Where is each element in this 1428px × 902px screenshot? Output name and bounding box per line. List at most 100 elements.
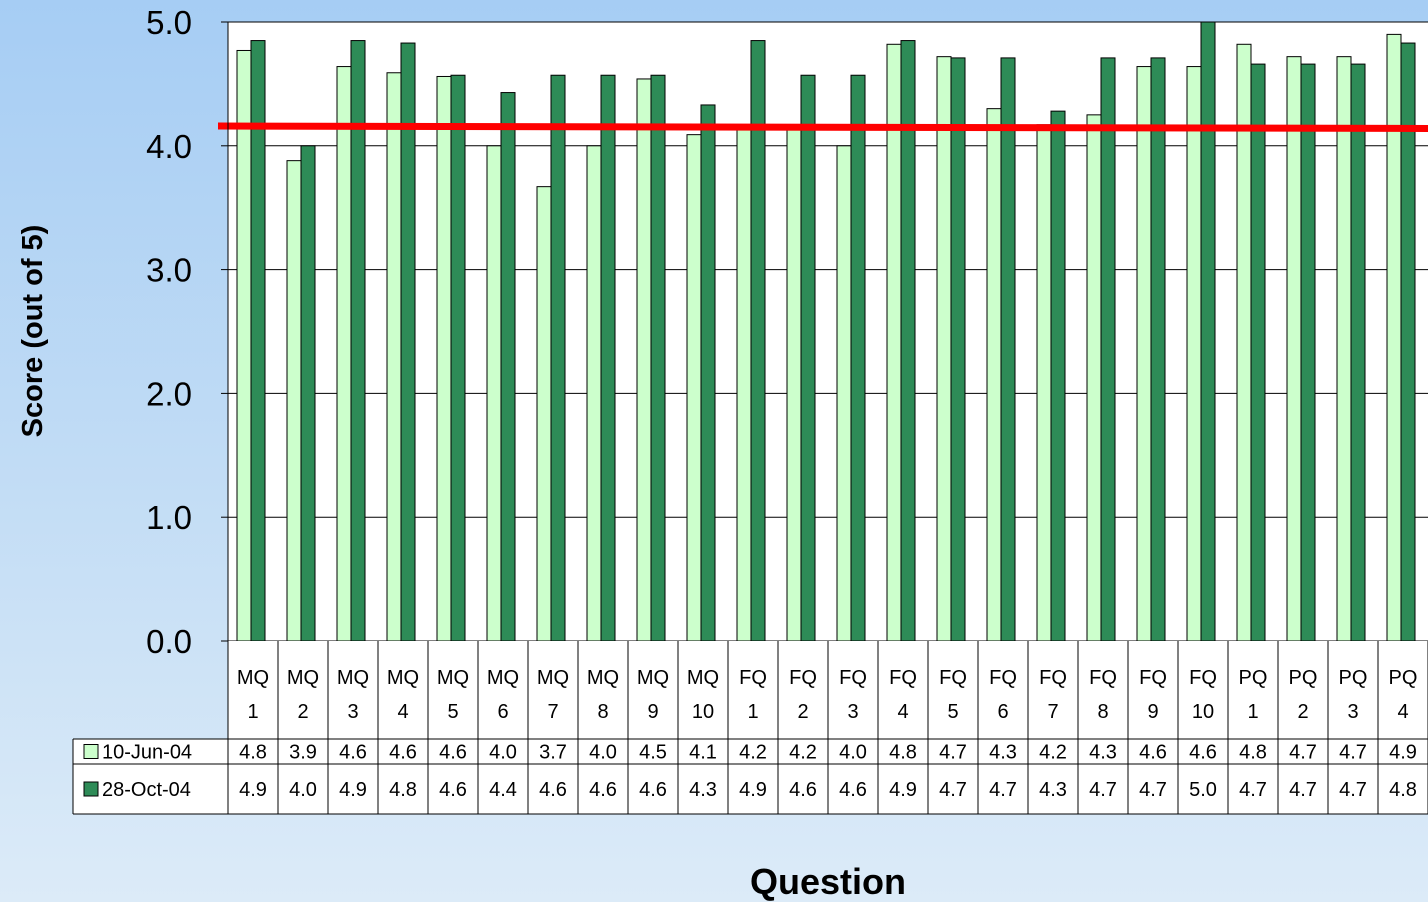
bar-10-Jun-04-MQ6 [486, 145, 502, 642]
category-label-line2: 2 [297, 701, 308, 723]
data-label: 4.3 [1089, 742, 1117, 764]
bar-28-Oct-04-MQ8 [600, 74, 616, 642]
category-label-line1: MQ [587, 667, 619, 689]
data-label: 4.6 [639, 779, 667, 801]
data-label: 4.3 [689, 779, 717, 801]
category-label-line2: 4 [397, 701, 408, 723]
data-label: 4.2 [1039, 742, 1067, 764]
bar-10-Jun-04-FQ6 [986, 108, 1002, 642]
category-label-line1: PQ [1239, 667, 1268, 689]
y-tick-label: 5.0 [146, 4, 192, 41]
bar-28-Oct-04-PQ3 [1350, 63, 1366, 642]
bar-10-Jun-04-MQ10 [686, 134, 702, 642]
bar-10-Jun-04-MQ9 [636, 78, 652, 642]
category-label-line1: FQ [1139, 667, 1167, 689]
data-label: 3.9 [289, 742, 317, 764]
data-label: 4.2 [789, 742, 817, 764]
y-axis-label: Score (out of 5) [17, 225, 49, 438]
category-label-line2: 2 [797, 701, 808, 723]
bar-28-Oct-04-MQ10 [700, 104, 716, 642]
category-label-line1: PQ [1339, 667, 1368, 689]
table-row-background [73, 739, 1428, 814]
category-label-line2: 1 [747, 701, 758, 723]
category-label-line1: MQ [437, 667, 469, 689]
category-label-line2: 8 [1097, 701, 1108, 723]
data-label: 4.5 [639, 742, 667, 764]
bar-10-Jun-04-FQ10 [1186, 66, 1202, 642]
bar-28-Oct-04-FQ7 [1050, 110, 1066, 642]
data-table: MQ 1 MQ 2 MQ 3 MQ 4 MQ 5 MQ 6 MQ 7 MQ 8 MQ 9 MQ 10 FQ 1 FQ 2 FQ 3… [72, 641, 1428, 815]
category-label-line1: FQ [1039, 667, 1067, 689]
legend-label: 28-Oct-04 [102, 779, 191, 801]
category-label-line1: MQ [687, 667, 719, 689]
bar-10-Jun-04-FQ7 [1036, 124, 1052, 642]
data-label: 4.8 [239, 742, 267, 764]
data-label: 4.6 [589, 779, 617, 801]
bar-10-Jun-04-FQ5 [936, 56, 952, 642]
category-label-line2: 1 [247, 701, 258, 723]
y-tick-label: 2.0 [146, 375, 192, 412]
category-label-line1: MQ [487, 667, 519, 689]
data-label: 3.7 [539, 742, 567, 764]
bar-10-Jun-04-PQ2 [1286, 56, 1302, 642]
bar-28-Oct-04-FQ1 [750, 40, 766, 642]
bar-10-Jun-04-MQ2 [286, 160, 302, 642]
category-label-line2: 5 [447, 701, 458, 723]
y-tick-label: 3.0 [146, 252, 192, 289]
y-tick-label: 4.0 [146, 128, 192, 165]
data-label: 5.0 [1189, 779, 1217, 801]
legend-label: 10-Jun-04 [102, 742, 192, 764]
gridlines [221, 21, 1428, 642]
reference-line [217, 122, 1428, 132]
data-label: 4.9 [339, 779, 367, 801]
data-label: 4.0 [489, 742, 517, 764]
category-label-line1: FQ [889, 667, 917, 689]
bar-28-Oct-04-FQ3 [850, 74, 866, 642]
legend-key-10-Jun-04 [83, 744, 99, 759]
data-label: 4.7 [1239, 779, 1267, 801]
data-label: 4.9 [1389, 742, 1417, 764]
category-label-line2: 2 [1297, 701, 1308, 723]
bar-10-Jun-04-PQ3 [1336, 56, 1352, 642]
data-label: 4.1 [689, 742, 717, 764]
category-label-line2: 4 [897, 701, 908, 723]
bar-28-Oct-04-MQ5 [450, 74, 466, 642]
bar-28-Oct-04-MQ6 [500, 92, 516, 642]
data-label: 4.0 [839, 742, 867, 764]
data-label: 4.8 [1239, 742, 1267, 764]
bar-10-Jun-04-MQ3 [336, 66, 352, 642]
data-label: 4.7 [1289, 779, 1317, 801]
category-label-line1: MQ [337, 667, 369, 689]
data-label: 4.9 [889, 779, 917, 801]
category-label-line2: 9 [1147, 701, 1158, 723]
category-label-line1: MQ [637, 667, 669, 689]
category-label-line1: MQ [237, 667, 269, 689]
bar-28-Oct-04-FQ8 [1100, 57, 1116, 642]
y-tick-label: 0.0 [146, 623, 192, 660]
data-label: 4.0 [289, 779, 317, 801]
data-label: 4.3 [1039, 779, 1067, 801]
data-label: 4.6 [389, 742, 417, 764]
bar-10-Jun-04-MQ5 [436, 75, 452, 642]
data-label: 4.7 [939, 779, 967, 801]
data-label: 4.7 [989, 779, 1017, 801]
data-label: 4.7 [939, 742, 967, 764]
category-label-line2: 6 [497, 701, 508, 723]
category-label-line2: 9 [647, 701, 658, 723]
category-label-line2: 7 [1047, 701, 1058, 723]
data-label: 4.7 [1339, 742, 1367, 764]
category-label-line1: FQ [789, 667, 817, 689]
data-label: 4.8 [389, 779, 417, 801]
bar-28-Oct-04-PQ4 [1400, 42, 1416, 642]
bar-28-Oct-04-FQ9 [1150, 57, 1166, 642]
category-label-line1: FQ [839, 667, 867, 689]
data-label: 4.2 [739, 742, 767, 764]
category-label-line1: FQ [739, 667, 767, 689]
data-label: 4.6 [789, 779, 817, 801]
bar-28-Oct-04-FQ6 [1000, 57, 1016, 642]
category-label-line2: 3 [847, 701, 858, 723]
data-label: 4.6 [439, 742, 467, 764]
category-label-line1: MQ [537, 667, 569, 689]
category-label-line1: FQ [989, 667, 1017, 689]
data-label: 4.6 [339, 742, 367, 764]
